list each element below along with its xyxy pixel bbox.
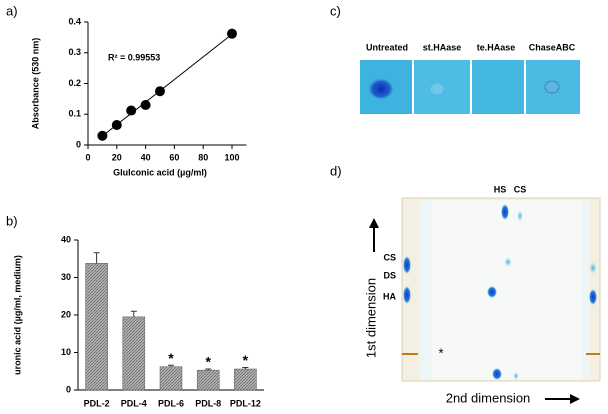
x-tick-label: 60 [169, 152, 179, 162]
bar [85, 263, 108, 391]
panel-label: c) [330, 3, 341, 18]
y-tick-label: 0 [76, 139, 81, 149]
point [97, 130, 108, 141]
y-tick-label: 0.2 [68, 78, 81, 88]
y-tick-label: 10 [61, 347, 71, 357]
tlc-label: HA [383, 291, 396, 301]
point [126, 105, 137, 116]
trendline [102, 33, 233, 137]
error-bar [168, 364, 174, 367]
y-axis-label: Absorbance (530 nm) [30, 38, 40, 130]
error-bar [242, 367, 249, 369]
axis-label: 2nd dimension [446, 390, 531, 405]
x-tick-label: 40 [141, 152, 151, 162]
x-axis-label: Glulconic acid (µg/ml) [113, 167, 207, 177]
annotation: * [168, 350, 174, 366]
x-tick-label: 80 [198, 152, 208, 162]
arrow [369, 218, 580, 404]
bar [196, 369, 220, 391]
tlc-label: DS [383, 270, 396, 280]
y-tick-label: 0.1 [68, 109, 81, 119]
tlc-label: CS [383, 252, 396, 262]
bar [122, 316, 146, 391]
annotation: * [205, 354, 211, 370]
annotation: R² = 0.99553 [108, 52, 160, 62]
y-tick-label: 30 [61, 272, 71, 282]
x-tick-label: PDL-8 [195, 398, 221, 408]
tlc-label: CS [514, 184, 527, 194]
x-tick-label: 100 [224, 152, 239, 162]
error-bar [93, 252, 100, 264]
y-tick-label: 40 [61, 234, 71, 244]
tlc-label: HS [494, 184, 507, 194]
panel-label: a) [6, 3, 18, 18]
point [155, 86, 165, 97]
bar [159, 366, 183, 391]
error-bar [205, 368, 212, 371]
x-tick-label: PDL-6 [158, 398, 184, 408]
blot-label: ChaseABC [529, 42, 576, 52]
origin-marker: * [438, 345, 443, 360]
point [227, 28, 237, 39]
y-tick-label: 0.4 [68, 16, 81, 26]
x-tick-label: PDL-4 [121, 398, 147, 408]
x-tick-label: PDL-12 [230, 398, 261, 408]
tlc-plate [401, 197, 601, 382]
point [111, 120, 122, 131]
panel-label: b) [6, 213, 18, 228]
bar [234, 368, 257, 391]
axis-label: 1st dimension [363, 278, 378, 358]
x-tick-label: PDL-2 [84, 398, 110, 408]
blot-label: st.HAase [423, 42, 462, 52]
y-tick-label: 0.3 [68, 47, 81, 57]
dot-blot [360, 60, 580, 114]
x-tick-label: 20 [112, 152, 122, 162]
blot-label: Untreated [366, 42, 408, 52]
x-tick-label: 0 [85, 152, 90, 162]
y-axis-label: uronic acid (µg/ml, medium) [12, 255, 22, 375]
error-bar [130, 310, 137, 317]
blot-label: te.HAase [477, 42, 516, 52]
panel-label: d) [330, 163, 342, 178]
point [140, 100, 151, 111]
y-tick-label: 20 [61, 309, 71, 319]
annotation: * [243, 352, 249, 368]
y-tick-label: 0 [66, 384, 71, 394]
